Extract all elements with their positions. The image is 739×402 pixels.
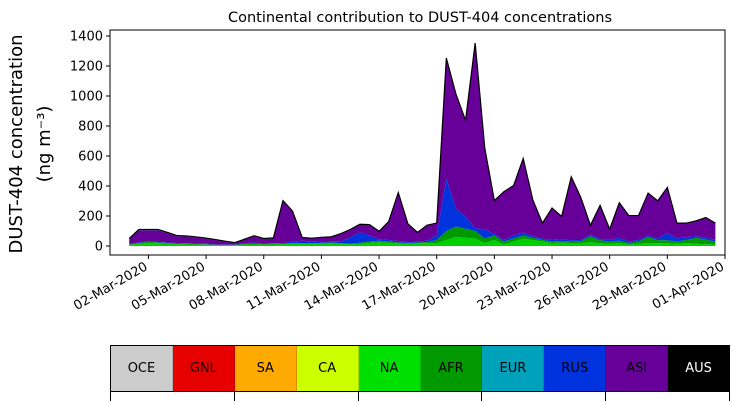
- y-tick-label: 1400: [70, 30, 103, 45]
- legend-cell-asi: ASI: [606, 346, 669, 391]
- total-outline: [128, 42, 716, 244]
- y-axis-label-line2: (ng m⁻³): [34, 106, 55, 183]
- legend-cell-sa: SA: [234, 346, 297, 391]
- legend-cell-eur: EUR: [482, 346, 545, 391]
- continent-colorbar: OCE GNL SA CA NA AFR EUR RUS ASI AUS: [110, 345, 730, 392]
- colorbar-tick: [605, 392, 607, 401]
- colorbar-tick: [729, 392, 730, 401]
- y-tick-label: 800: [78, 120, 103, 135]
- legend-cell-oce: OCE: [111, 346, 173, 391]
- legend-cell-afr: AFR: [420, 346, 483, 391]
- area-series-na: [129, 237, 716, 246]
- legend-cell-na: NA: [358, 346, 421, 391]
- legend-cell-rus: RUS: [544, 346, 607, 391]
- legend-cell-aus: AUS: [668, 346, 730, 391]
- y-tick-label: 0: [95, 240, 103, 255]
- colorbar-ticks: [110, 392, 730, 402]
- legend-cell-ca: CA: [296, 346, 359, 391]
- axes: 020040060080010001200140002-Mar-202005-M…: [70, 29, 727, 314]
- y-axis-label-line1: DUST-404 concentration: [6, 34, 27, 253]
- y-tick-label: 1200: [70, 60, 103, 75]
- y-tick-label: 600: [78, 150, 103, 165]
- legend-cell-gnl: GNL: [172, 346, 235, 391]
- colorbar-tick: [357, 392, 359, 401]
- colorbar-tick: [481, 392, 483, 401]
- chart-title: Continental contribution to DUST-404 con…: [228, 10, 612, 26]
- plot-frame: [109, 29, 726, 256]
- colorbar-tick: [110, 392, 111, 401]
- y-tick-label: 400: [78, 180, 103, 195]
- y-tick-label: 1000: [70, 90, 103, 105]
- stacked-areas: [128, 42, 716, 246]
- area-chart: Continental contribution to DUST-404 con…: [6, 10, 727, 314]
- area-series-asi: [129, 43, 716, 245]
- y-tick-label: 200: [78, 210, 103, 225]
- colorbar-tick: [233, 392, 235, 401]
